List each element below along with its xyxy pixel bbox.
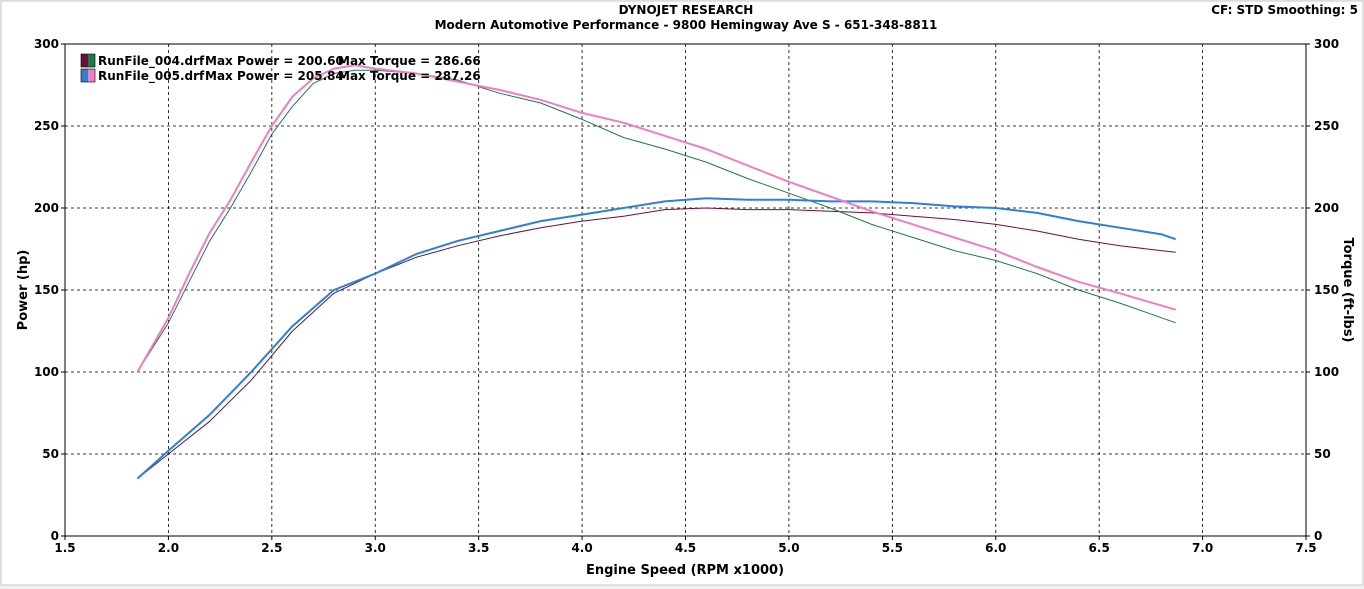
legend-swatch-torque-1 — [88, 54, 95, 67]
legend: RunFile_004.drf Max Power = 200.60 Max T… — [80, 53, 481, 84]
y-tick-label-left: 50 — [42, 447, 59, 461]
legend-file-2: RunFile_005.drf — [98, 69, 205, 84]
x-tick-label: 6.5 — [1089, 541, 1110, 555]
legend-power-1: Max Power = 200.60 — [205, 54, 344, 68]
y-tick-label-right: 50 — [1314, 447, 1331, 461]
x-tick-label: 3.5 — [468, 541, 489, 555]
series-line-3 — [136, 197, 1177, 480]
y-axis-label-left: Power (hp) — [16, 250, 31, 331]
series-layer — [136, 64, 1177, 480]
legend-file-1: RunFile_004.drf — [98, 54, 205, 69]
x-axis-label: Engine Speed (RPM x1000) — [586, 563, 784, 578]
legend-swatch-power-1 — [81, 54, 88, 67]
x-tick-label: 2.0 — [158, 541, 179, 555]
x-tick-label: 2.5 — [261, 541, 282, 555]
x-tick-label: 4.0 — [571, 541, 592, 555]
x-tick-label: 4.5 — [675, 541, 696, 555]
correction-settings: CF: STD Smoothing: 5 — [1211, 3, 1358, 17]
series-line-1 — [137, 207, 1176, 479]
x-tick-label: 3.0 — [365, 541, 386, 555]
chart-subtitle: Modern Automotive Performance - 9800 Hem… — [435, 18, 938, 32]
legend-swatch-power-2 — [81, 69, 88, 82]
x-tick-label: 1.5 — [54, 541, 75, 555]
x-tick-label: 7.5 — [1295, 541, 1316, 555]
y-tick-label-left: 200 — [34, 201, 59, 215]
legend-torque-2: Max Torque = 287.26 — [338, 69, 481, 83]
y-tick-label-left: 250 — [34, 119, 59, 133]
y-tick-label-right: 250 — [1314, 119, 1339, 133]
legend-torque-1: Max Torque = 286.66 — [338, 54, 481, 68]
y-tick-label-left: 300 — [34, 37, 59, 51]
y-tick-label-right: 200 — [1314, 201, 1339, 215]
y-tick-label-right: 0 — [1314, 529, 1322, 543]
y-tick-label-right: 100 — [1314, 365, 1339, 379]
axis-ticks: 1.5 2.0 2.5 3.0 3.5 4.0 4.5 5.0 5.5 6.0 6.5 7.0 7.50… — [34, 37, 1339, 555]
x-tick-label: 7.0 — [1192, 541, 1213, 555]
series-line-4 — [136, 64, 1176, 373]
y-tick-label-left: 0 — [51, 529, 59, 543]
legend-power-2: Max Power = 205.84 — [205, 69, 344, 83]
x-tick-label: 5.5 — [882, 541, 903, 555]
legend-swatch-torque-2 — [88, 69, 95, 82]
chart-title: DYNOJET RESEARCH — [619, 3, 754, 17]
x-tick-label: 6.0 — [985, 541, 1006, 555]
legend-entry-1: RunFile_004.drf Max Power = 200.60 Max T… — [80, 53, 481, 69]
y-tick-label-right: 300 — [1314, 37, 1339, 51]
legend-entry-2: RunFile_005.drf Max Power = 205.84 Max T… — [80, 68, 481, 84]
x-tick-label: 5.0 — [778, 541, 799, 555]
y-tick-label-left: 100 — [34, 365, 59, 379]
y-axis-label-right: Torque (ft-lbs) — [1340, 237, 1355, 342]
series-line-2 — [136, 69, 1176, 373]
y-tick-label-left: 150 — [34, 283, 59, 297]
y-tick-label-right: 150 — [1314, 283, 1339, 297]
